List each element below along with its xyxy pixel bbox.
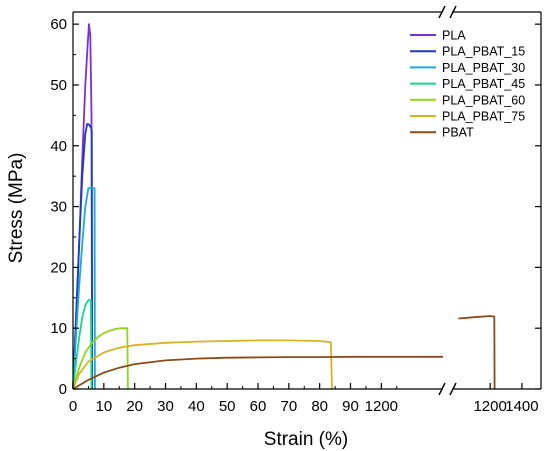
x-tick-label: 20 (126, 398, 143, 415)
legend-label: PLA_PBAT_15 (442, 45, 525, 59)
series-line-pbat (72, 355, 443, 390)
y-tick-label: 60 (50, 16, 67, 33)
series-line-pla-pbat-45 (72, 299, 93, 390)
legend-label: PLA_PBAT_75 (442, 110, 525, 124)
x-tick-label: 30 (157, 398, 174, 415)
series-line-pla-pbat-15 (72, 123, 93, 390)
x-tick-label: 40 (188, 398, 205, 415)
plot-area (72, 23, 496, 390)
series-line-pbat-right (458, 315, 496, 390)
x-tick-label: 80 (311, 398, 328, 415)
legend-label: PLA (442, 29, 466, 43)
legend-label: PLA_PBAT_45 (442, 77, 525, 91)
axis-break-mark (438, 5, 446, 19)
y-tick-label: 30 (50, 199, 67, 216)
y-tick-label: 0 (59, 381, 67, 398)
x-tick-label: 60 (250, 398, 267, 415)
series-line-pla-pbat-60 (72, 327, 129, 390)
legend-label: PLA_PBAT_60 (442, 93, 525, 107)
series-line-pla-pbat-30 (72, 186, 96, 390)
axis-break-mark (449, 382, 457, 396)
x-tick-label: 1200 (365, 398, 398, 415)
legend-label: PBAT (442, 126, 474, 140)
x-tick-label: 0 (69, 398, 77, 415)
axis-break-mark (449, 5, 457, 19)
x-tick-label-right: 1400 (505, 398, 538, 415)
x-tick-label-right: 1200 (473, 398, 506, 415)
axes (72, 5, 542, 396)
y-axis-title: Stress (MPa) (6, 153, 27, 264)
x-axis-title: Strain (%) (264, 429, 348, 450)
x-tick-label: 10 (95, 398, 112, 415)
x-tick-label: 70 (280, 398, 297, 415)
x-tick-label: 50 (219, 398, 236, 415)
axis-break-mark (438, 382, 446, 396)
legend-label: PLA_PBAT_30 (442, 61, 525, 75)
ticks: 0 10 20 30 40 50 60 0 10 20 30 40 50 60 70 80 90 1200 1200… (50, 16, 541, 415)
x-tick-label: 90 (342, 398, 359, 415)
y-tick-label: 10 (50, 320, 67, 337)
y-tick-label: 20 (50, 259, 67, 276)
series-line-pla-pbat-75 (72, 339, 333, 390)
y-tick-label: 40 (50, 138, 67, 155)
legend: PLA PLA_PBAT_15 PLA_PBAT_30 PLA_PBAT_45 PLA_… (410, 29, 525, 140)
y-tick-label: 50 (50, 77, 67, 94)
